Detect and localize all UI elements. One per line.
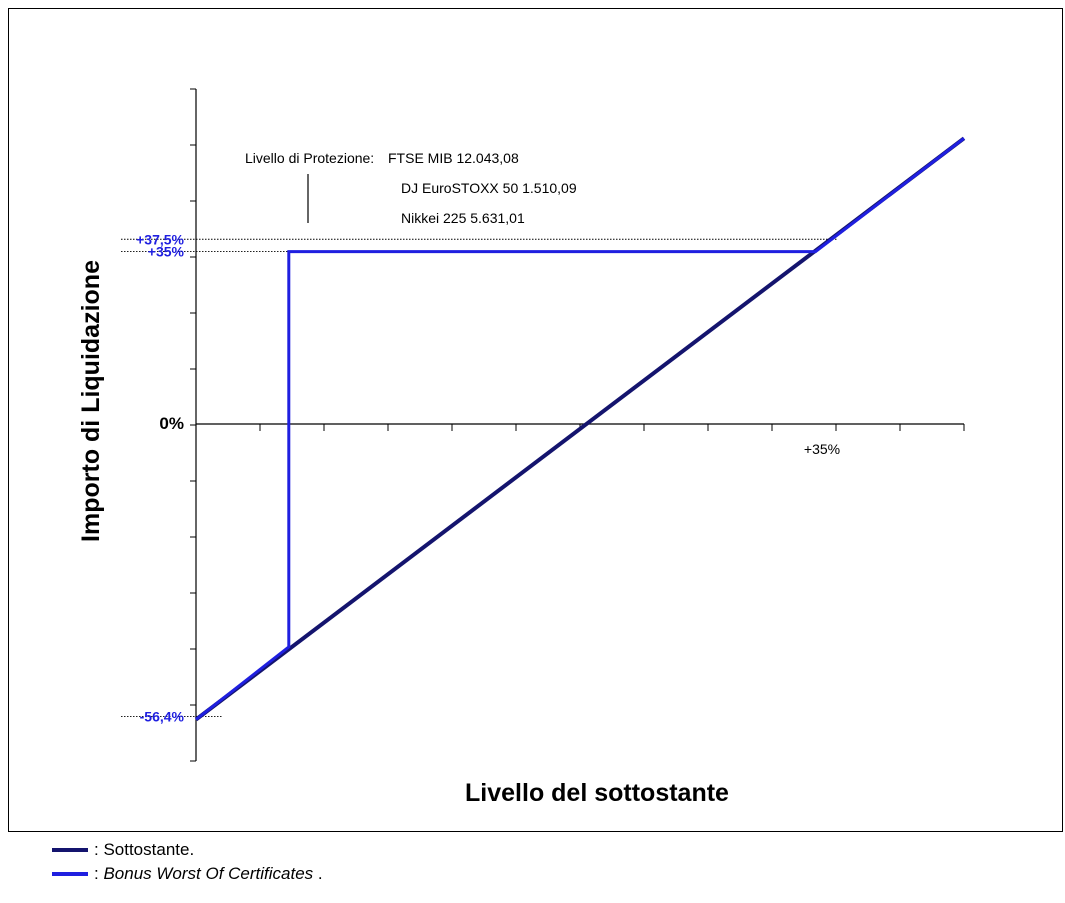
legend-swatch-bonus [52,872,88,876]
annotation-line: FTSE MIB 12.043,08 [388,150,519,166]
annotation-line: DJ EuroSTOXX 50 1.510,09 [401,180,577,196]
legend-item-bonus: : Bonus Worst Of Certificates . [52,864,323,884]
legend-label-bonus-prefix: : [94,864,104,883]
y-tick-label: +37,5% [136,231,184,247]
legend-swatch-sottostante [52,848,88,852]
y-axis-title: Importo di Liquidazione [77,260,105,542]
legend-item-sottostante: : Sottostante. [52,840,194,860]
series-lines [194,136,966,722]
x-tick-label: +35% [804,441,840,457]
y-tick-label: -56,4% [140,708,185,724]
y-tick-label: +35% [148,244,185,260]
chart-text: +37,5%+35%0%-56,4%+35%Livello del sottos… [77,150,840,807]
annotation-title: Livello di Protezione: [245,150,374,166]
x-axis-title: Livello del sottostante [465,779,729,807]
axes [190,88,965,762]
legend-label-sottostante: : Sottostante. [94,840,195,859]
reference-lines [121,238,838,717]
y-tick-label: 0% [159,414,184,433]
chart-canvas: +37,5%+35%0%-56,4%+35%Livello del sottos… [77,88,966,807]
legend-label-bonus: Bonus Worst Of Certificates [103,864,314,883]
series-line-bonus [195,137,965,721]
legend-label-bonus-suffix: . [313,864,323,883]
annotation-line: Nikkei 225 5.631,01 [401,210,525,226]
chart-frame: +37,5% +35% 0% -56,4% +35% Livello del sottos… [8,8,1063,832]
